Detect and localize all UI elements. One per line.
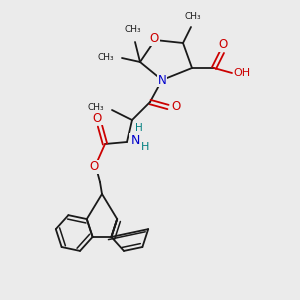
Text: H: H — [135, 123, 143, 133]
Text: O: O — [92, 112, 102, 124]
Text: O: O — [89, 160, 99, 173]
Text: CH₃: CH₃ — [87, 103, 104, 112]
Text: O: O — [149, 32, 159, 46]
Text: CH₃: CH₃ — [125, 25, 141, 34]
Text: N: N — [158, 74, 166, 86]
Text: O: O — [218, 38, 228, 52]
Text: H: H — [141, 142, 149, 152]
Text: OH: OH — [233, 68, 250, 78]
Text: CH₃: CH₃ — [98, 53, 114, 62]
Text: CH₃: CH₃ — [185, 12, 201, 21]
Text: N: N — [130, 134, 140, 146]
Text: O: O — [171, 100, 181, 113]
